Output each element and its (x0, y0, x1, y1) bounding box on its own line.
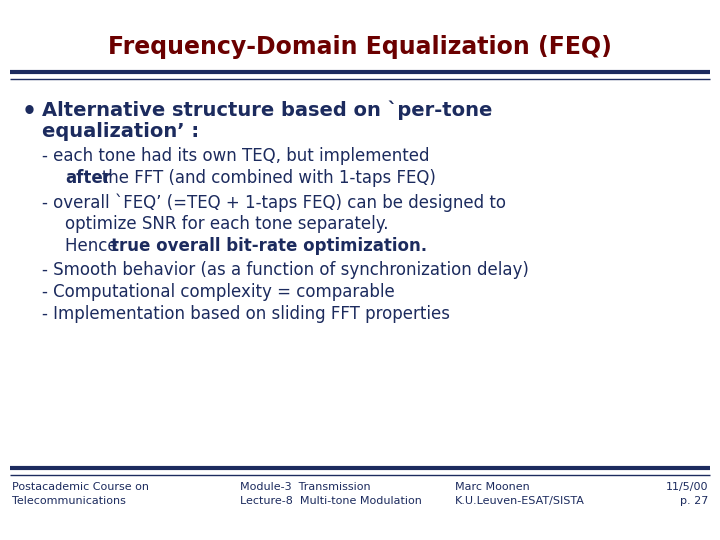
Text: Hence: Hence (65, 237, 123, 255)
Text: equalization’ :: equalization’ : (42, 122, 199, 141)
Text: Postacademic Course on: Postacademic Course on (12, 482, 149, 492)
Text: Marc Moonen: Marc Moonen (455, 482, 530, 492)
Text: Alternative structure based on `per-tone: Alternative structure based on `per-tone (42, 100, 492, 119)
Text: the FFT (and combined with 1-taps FEQ): the FFT (and combined with 1-taps FEQ) (65, 169, 436, 187)
Text: •: • (22, 100, 37, 124)
Text: true overall bit-rate optimization.: true overall bit-rate optimization. (65, 237, 427, 255)
Text: Module-3  Transmission: Module-3 Transmission (240, 482, 371, 492)
Text: - Smooth behavior (as a function of synchronization delay): - Smooth behavior (as a function of sync… (42, 261, 529, 279)
Text: K.U.Leuven-ESAT/SISTA: K.U.Leuven-ESAT/SISTA (455, 496, 585, 506)
Text: after: after (65, 169, 111, 187)
Text: - Computational complexity = comparable: - Computational complexity = comparable (42, 283, 395, 301)
Text: Frequency-Domain Equalization (FEQ): Frequency-Domain Equalization (FEQ) (108, 35, 612, 59)
Text: - each tone had its own TEQ, but implemented: - each tone had its own TEQ, but impleme… (42, 147, 430, 165)
Text: - overall `FEQ’ (=TEQ + 1-taps FEQ) can be designed to: - overall `FEQ’ (=TEQ + 1-taps FEQ) can … (42, 193, 506, 212)
Text: optimize SNR for each tone separately.: optimize SNR for each tone separately. (65, 215, 389, 233)
Text: Lecture-8  Multi-tone Modulation: Lecture-8 Multi-tone Modulation (240, 496, 422, 506)
Text: 11/5/00: 11/5/00 (665, 482, 708, 492)
Text: Telecommunications: Telecommunications (12, 496, 126, 506)
Text: - Implementation based on sliding FFT properties: - Implementation based on sliding FFT pr… (42, 305, 450, 323)
Text: p. 27: p. 27 (680, 496, 708, 506)
